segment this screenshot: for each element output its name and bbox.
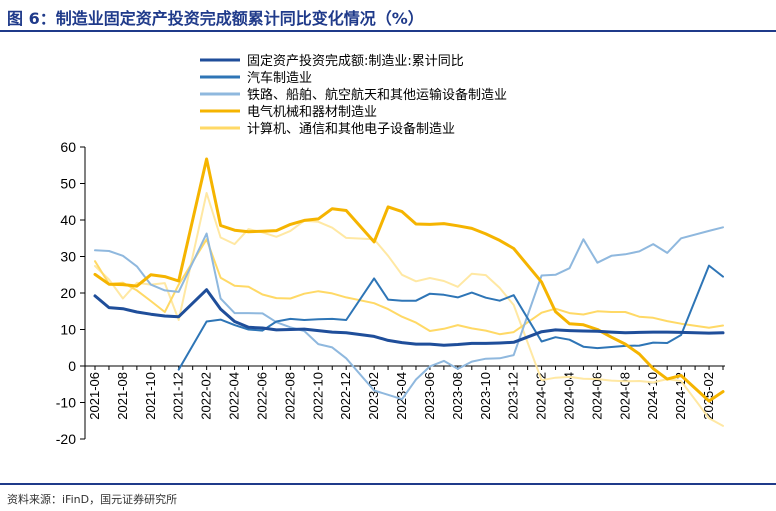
x-tick-label: 2023-08 [450,372,465,420]
x-tick-label: 2024-02 [534,372,549,420]
y-tick-label: 50 [60,176,76,192]
x-tick-label: 2024-04 [561,372,576,420]
x-tick-label: 2023-04 [394,372,409,420]
series-line-4 [94,238,724,336]
legend-label-4: 计算机、通信和其他电子设备制造业 [247,121,455,137]
y-tick-label: 20 [60,285,76,301]
series-line-5 [94,192,724,427]
series-layer [93,157,725,427]
series-line-3 [93,157,725,403]
x-tick-label: 2024-10 [645,372,660,420]
x-tick-label: 2022-06 [254,372,269,420]
legend-label-2: 铁路、船舶、航空航天和其他运输设备制造业 [247,87,507,103]
y-tick-label: -10 [56,395,76,411]
x-tick-label: 2023-06 [422,372,437,420]
x-tick-label: 2025-02 [701,372,716,420]
y-tick-label: 30 [60,249,76,265]
x-tick-label: 2022-08 [282,372,297,420]
x-tick-label: 2022-02 [199,372,214,420]
legend: 固定资产投资完成额:制造业:累计同比汽车制造业铁路、船舶、航空航天和其他运输设备… [200,53,507,137]
x-tick-label: 2021-12 [171,372,186,420]
series-line-2 [94,226,724,401]
x-tick-label: 2023-10 [478,372,493,420]
x-tick-label: 2022-10 [310,372,325,420]
legend-label-1: 汽车制造业 [247,70,312,86]
y-tick-label: -20 [56,431,76,447]
x-tick-label: 2023-02 [366,372,381,420]
x-tick-label: 2024-06 [589,372,604,420]
title-rule [0,30,776,32]
x-tick-label: 2024-08 [617,372,632,420]
series-line-0 [93,288,725,347]
x-tick-label: 2021-10 [143,372,158,420]
footer-rule [0,483,776,485]
x-tick-label: 2023-12 [506,372,521,420]
x-tick-label: 2021-06 [87,372,102,420]
y-tick-label: 0 [68,358,76,374]
x-tick-label: 2021-08 [115,372,130,420]
x-tick-label: 2022-04 [227,372,242,420]
source-note: 资料来源：iFinD，国元证券研究所 [7,493,178,506]
y-tick-label: 10 [60,322,76,338]
legend-label-0: 固定资产投资完成额:制造业:累计同比 [247,53,464,69]
x-tick-label: 2022-12 [338,372,353,420]
y-tick-label: 40 [60,212,76,228]
page-title: 图 6：制造业固定资产投资完成额累计同比变化情况（%） [7,9,424,28]
y-axis: -20 -10 0 10 20 30 40 50 60 [56,139,86,447]
y-tick-label: 60 [60,139,76,155]
legend-label-3: 电气机械和器材制造业 [247,104,377,120]
x-axis: 2021-06 2021-08 2021-10 2021-12 2022-02 2022-… [85,365,725,420]
